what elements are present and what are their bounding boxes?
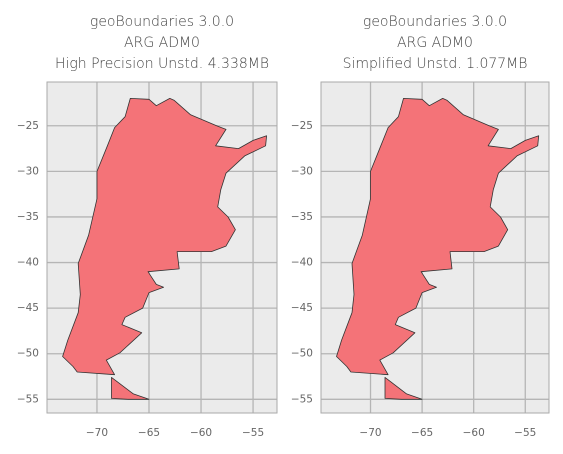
x-tick-label: −60: [463, 427, 485, 439]
chart-title: High Precision Unstd. 4.338MB: [55, 56, 269, 72]
x-tick-label: −65: [411, 427, 433, 439]
y-tick-label: −55: [291, 393, 313, 405]
y-tick-label: −55: [17, 393, 39, 405]
chart-title: ARG ADM0: [397, 35, 473, 51]
y-tick-label: −50: [291, 348, 313, 360]
country-shape: [336, 98, 540, 400]
x-tick-label: −55: [514, 427, 536, 439]
y-tick-label: −25: [291, 120, 313, 132]
chart-title: geoBoundaries 3.0.0: [363, 14, 507, 30]
y-tick-label: −45: [291, 302, 313, 314]
x-tick-label: −70: [359, 427, 381, 439]
chart-title: geoBoundaries 3.0.0: [90, 14, 234, 30]
map-panel: geoBoundaries 3.0.0 ARG ADM0 High Precisio…: [17, 14, 278, 439]
chart-title: Simplified Unstd. 1.077MB: [343, 56, 528, 72]
x-tick-label: −60: [190, 427, 212, 439]
x-tick-label: −70: [86, 427, 108, 439]
country-shape: [62, 98, 267, 400]
y-tick-label: −25: [17, 120, 39, 132]
y-tick-label: −50: [17, 348, 39, 360]
x-tick-label: −65: [138, 427, 160, 439]
plot-frame: [46, 81, 278, 414]
y-tick-label: −40: [291, 257, 313, 269]
y-tick-label: −30: [291, 165, 313, 177]
y-tick-label: −40: [17, 257, 39, 269]
map-panel: geoBoundaries 3.0.0 ARG ADM0 Simplified Un…: [291, 14, 550, 439]
y-tick-label: −30: [17, 165, 39, 177]
y-tick-label: −45: [17, 302, 39, 314]
x-tick-label: −55: [242, 427, 264, 439]
plot-frame: [320, 81, 550, 414]
chart-title: ARG ADM0: [124, 35, 200, 51]
y-tick-label: −35: [291, 211, 313, 223]
y-tick-label: −35: [17, 211, 39, 223]
